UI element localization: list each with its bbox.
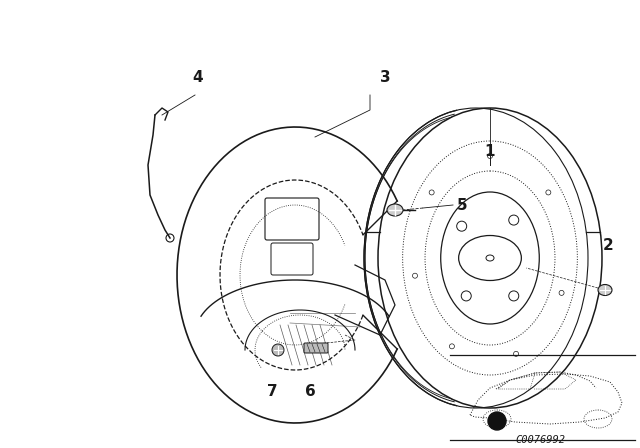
Text: 2: 2 — [603, 238, 613, 254]
Ellipse shape — [387, 204, 403, 216]
Text: 4: 4 — [193, 70, 204, 86]
FancyBboxPatch shape — [304, 343, 328, 353]
Text: 7: 7 — [267, 384, 277, 400]
Circle shape — [272, 344, 284, 356]
Text: 5: 5 — [457, 198, 467, 212]
Ellipse shape — [598, 284, 612, 296]
Text: 3: 3 — [380, 70, 390, 86]
Text: 6: 6 — [305, 384, 316, 400]
Circle shape — [488, 412, 506, 430]
Text: 1: 1 — [484, 145, 495, 159]
Text: C0076992: C0076992 — [515, 435, 565, 445]
